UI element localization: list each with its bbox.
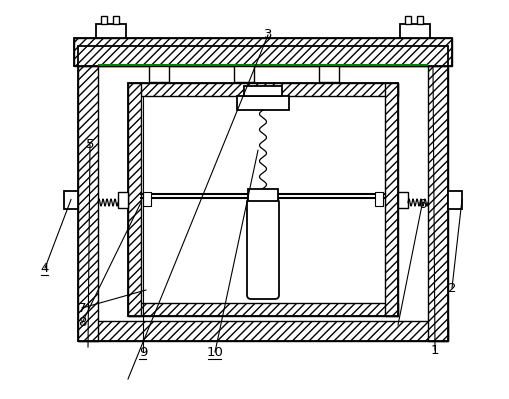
Bar: [234, 66, 254, 82]
Bar: [78, 46, 448, 341]
Bar: [78, 46, 448, 66]
Text: 3: 3: [264, 28, 272, 41]
Bar: [74, 38, 452, 66]
Bar: [128, 83, 141, 316]
Text: 1: 1: [431, 344, 439, 356]
Bar: [428, 46, 448, 341]
Text: 9: 9: [139, 346, 147, 358]
Text: 2: 2: [448, 282, 456, 294]
Bar: [149, 66, 169, 82]
Bar: [417, 16, 423, 24]
Bar: [448, 190, 462, 209]
Bar: [375, 192, 383, 205]
Bar: [319, 66, 339, 82]
Bar: [398, 192, 408, 207]
Bar: [400, 24, 430, 38]
Bar: [128, 83, 398, 316]
Bar: [244, 86, 282, 96]
Bar: [96, 24, 126, 38]
Text: 10: 10: [207, 346, 223, 358]
FancyBboxPatch shape: [247, 198, 279, 299]
Bar: [101, 16, 107, 24]
Bar: [385, 83, 398, 316]
Bar: [118, 192, 128, 207]
Bar: [78, 46, 98, 341]
Text: 6: 6: [418, 198, 426, 211]
Bar: [128, 303, 398, 316]
Text: 7: 7: [78, 302, 86, 314]
Bar: [113, 16, 119, 24]
Text: 4: 4: [41, 261, 49, 275]
Bar: [74, 38, 452, 66]
Text: 5: 5: [86, 138, 94, 152]
Text: 8: 8: [78, 316, 86, 330]
Bar: [78, 321, 448, 341]
Bar: [405, 16, 411, 24]
Bar: [248, 188, 278, 201]
Bar: [237, 96, 289, 110]
Bar: [128, 83, 398, 96]
Bar: [64, 190, 78, 209]
Bar: [143, 192, 151, 205]
